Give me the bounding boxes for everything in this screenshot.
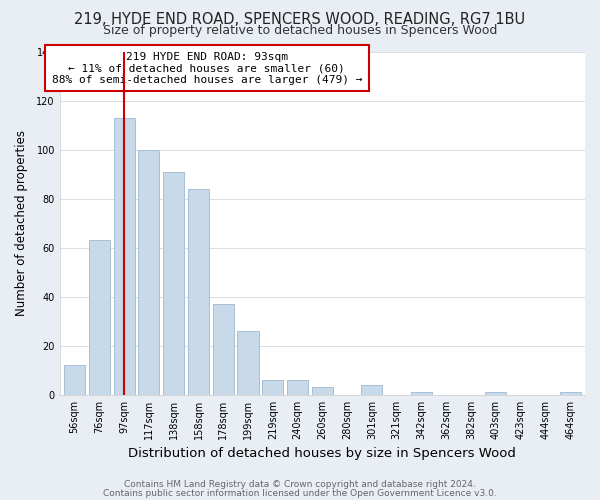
Bar <box>287 380 308 394</box>
Bar <box>139 150 160 394</box>
Bar <box>485 392 506 394</box>
Bar <box>163 172 184 394</box>
Text: 219, HYDE END ROAD, SPENCERS WOOD, READING, RG7 1BU: 219, HYDE END ROAD, SPENCERS WOOD, READI… <box>74 12 526 28</box>
X-axis label: Distribution of detached houses by size in Spencers Wood: Distribution of detached houses by size … <box>128 447 516 460</box>
Y-axis label: Number of detached properties: Number of detached properties <box>15 130 28 316</box>
Bar <box>262 380 283 394</box>
Bar <box>238 331 259 394</box>
Text: Size of property relative to detached houses in Spencers Wood: Size of property relative to detached ho… <box>103 24 497 37</box>
Bar <box>560 392 581 394</box>
Bar <box>312 387 333 394</box>
Text: Contains public sector information licensed under the Open Government Licence v3: Contains public sector information licen… <box>103 488 497 498</box>
Bar <box>411 392 432 394</box>
Bar <box>213 304 234 394</box>
Bar <box>113 118 134 394</box>
Text: 219 HYDE END ROAD: 93sqm
← 11% of detached houses are smaller (60)
88% of semi-d: 219 HYDE END ROAD: 93sqm ← 11% of detach… <box>52 52 362 84</box>
Bar <box>64 365 85 394</box>
Bar <box>89 240 110 394</box>
Bar <box>361 385 382 394</box>
Bar <box>188 188 209 394</box>
Text: Contains HM Land Registry data © Crown copyright and database right 2024.: Contains HM Land Registry data © Crown c… <box>124 480 476 489</box>
